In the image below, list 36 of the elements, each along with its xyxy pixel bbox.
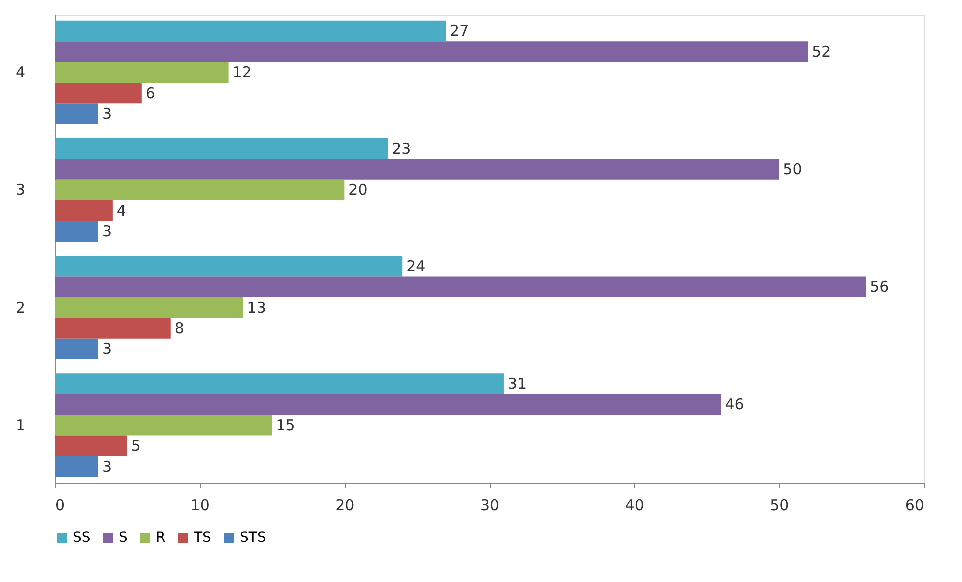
y-tick-label: 1 (16, 416, 26, 434)
data-label: 13 (247, 298, 266, 317)
data-label: 24 (406, 257, 426, 276)
legend-label: R (156, 530, 166, 546)
x-tick-label: 10 (190, 496, 210, 514)
legend-label: S (119, 530, 128, 546)
x-tick-label: 60 (905, 496, 924, 514)
y-tick-label: 3 (16, 181, 26, 200)
x-tick-label: 0 (56, 496, 66, 514)
x-tick-label: 50 (770, 496, 790, 514)
data-label: 6 (146, 84, 156, 102)
data-label: 3 (102, 458, 112, 476)
data-label: 20 (348, 181, 368, 200)
data-label: 5 (131, 437, 141, 456)
data-label: 27 (450, 22, 470, 40)
data-label: 50 (783, 160, 802, 179)
y-tick-label: 2 (16, 298, 26, 317)
data-label: 3 (102, 340, 112, 358)
data-label: 52 (812, 42, 832, 61)
data-label: 46 (725, 396, 744, 414)
x-tick-label: 30 (480, 496, 500, 514)
data-label: 31 (508, 374, 528, 393)
data-label: 56 (870, 278, 890, 296)
data-label: 3 (102, 105, 112, 124)
legend-label: TS (193, 530, 212, 546)
data-label: 12 (232, 64, 252, 82)
legend-label: STS (240, 530, 266, 546)
y-tick-label: 4 (16, 64, 26, 82)
x-tick-label: 40 (625, 496, 644, 514)
x-tick-label: 20 (336, 496, 355, 514)
data-label: 4 (116, 202, 126, 220)
data-label: 15 (276, 416, 296, 434)
data-label: 8 (174, 319, 184, 338)
data-label: 3 (102, 222, 112, 241)
legend-label: SS (73, 530, 91, 546)
data-label: 23 (392, 140, 412, 158)
